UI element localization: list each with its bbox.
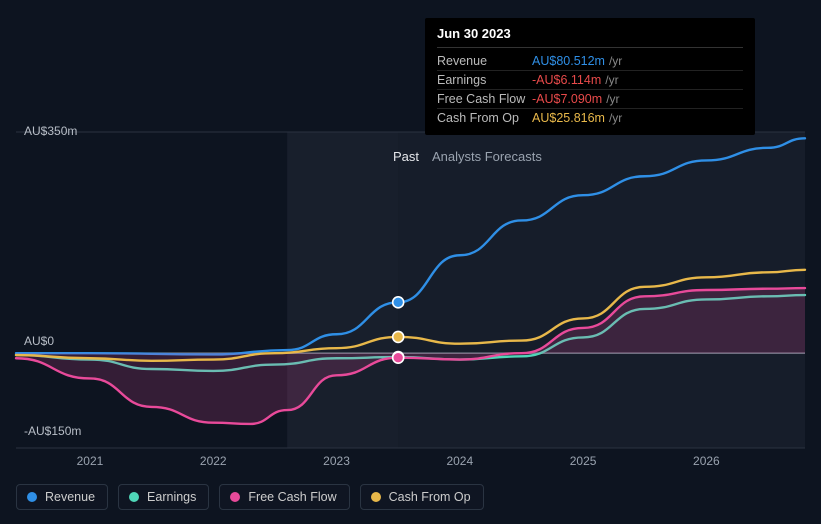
tooltip-row-unit: /yr xyxy=(605,73,618,87)
x-tick-label: 2025 xyxy=(570,454,597,468)
tooltip-row-value: AU$25.816m xyxy=(532,111,605,125)
past-region-label: Past xyxy=(393,149,419,164)
y-tick-label: AU$350m xyxy=(24,124,77,138)
tooltip-row: Earnings-AU$6.114m/yr xyxy=(437,71,743,90)
x-tick-label: 2021 xyxy=(77,454,104,468)
legend-item-cfo[interactable]: Cash From Op xyxy=(360,484,484,510)
y-tick-label: AU$0 xyxy=(24,334,54,348)
tooltip-row-label: Revenue xyxy=(437,54,532,68)
tooltip-row-label: Free Cash Flow xyxy=(437,92,532,106)
tooltip-row: RevenueAU$80.512m/yr xyxy=(437,52,743,71)
chart-container: AU$350m AU$0 -AU$150m Past Analysts Fore… xyxy=(0,0,821,524)
tooltip-date: Jun 30 2023 xyxy=(437,26,743,48)
tooltip-row-unit: /yr xyxy=(609,111,622,125)
legend-item-fcf[interactable]: Free Cash Flow xyxy=(219,484,349,510)
tooltip-row-label: Cash From Op xyxy=(437,111,532,125)
tooltip-row-value: -AU$6.114m xyxy=(532,73,601,87)
x-tick-label: 2024 xyxy=(446,454,473,468)
forecast-region-label: Analysts Forecasts xyxy=(432,149,542,164)
legend-item-revenue[interactable]: Revenue xyxy=(16,484,108,510)
legend: Revenue Earnings Free Cash Flow Cash From O… xyxy=(16,484,484,510)
tooltip-row: Free Cash Flow-AU$7.090m/yr xyxy=(437,90,743,109)
legend-item-label: Free Cash Flow xyxy=(248,490,336,504)
tooltip-row-value: -AU$7.090m xyxy=(532,92,602,106)
x-tick-label: 2022 xyxy=(200,454,227,468)
legend-dot-icon xyxy=(230,492,240,502)
legend-item-label: Cash From Op xyxy=(389,490,471,504)
legend-dot-icon xyxy=(129,492,139,502)
x-tick-label: 2026 xyxy=(693,454,720,468)
tooltip-row-unit: /yr xyxy=(609,54,622,68)
tooltip-row: Cash From OpAU$25.816m/yr xyxy=(437,109,743,127)
x-tick-label: 2023 xyxy=(323,454,350,468)
tooltip-row-value: AU$80.512m xyxy=(532,54,605,68)
legend-item-label: Revenue xyxy=(45,490,95,504)
legend-dot-icon xyxy=(27,492,37,502)
tooltip-row-label: Earnings xyxy=(437,73,532,87)
tooltip-row-unit: /yr xyxy=(606,92,619,106)
legend-item-earnings[interactable]: Earnings xyxy=(118,484,209,510)
tooltip: Jun 30 2023 RevenueAU$80.512m/yrEarnings… xyxy=(425,18,755,135)
legend-dot-icon xyxy=(371,492,381,502)
legend-item-label: Earnings xyxy=(147,490,196,504)
y-tick-label: -AU$150m xyxy=(24,424,81,438)
